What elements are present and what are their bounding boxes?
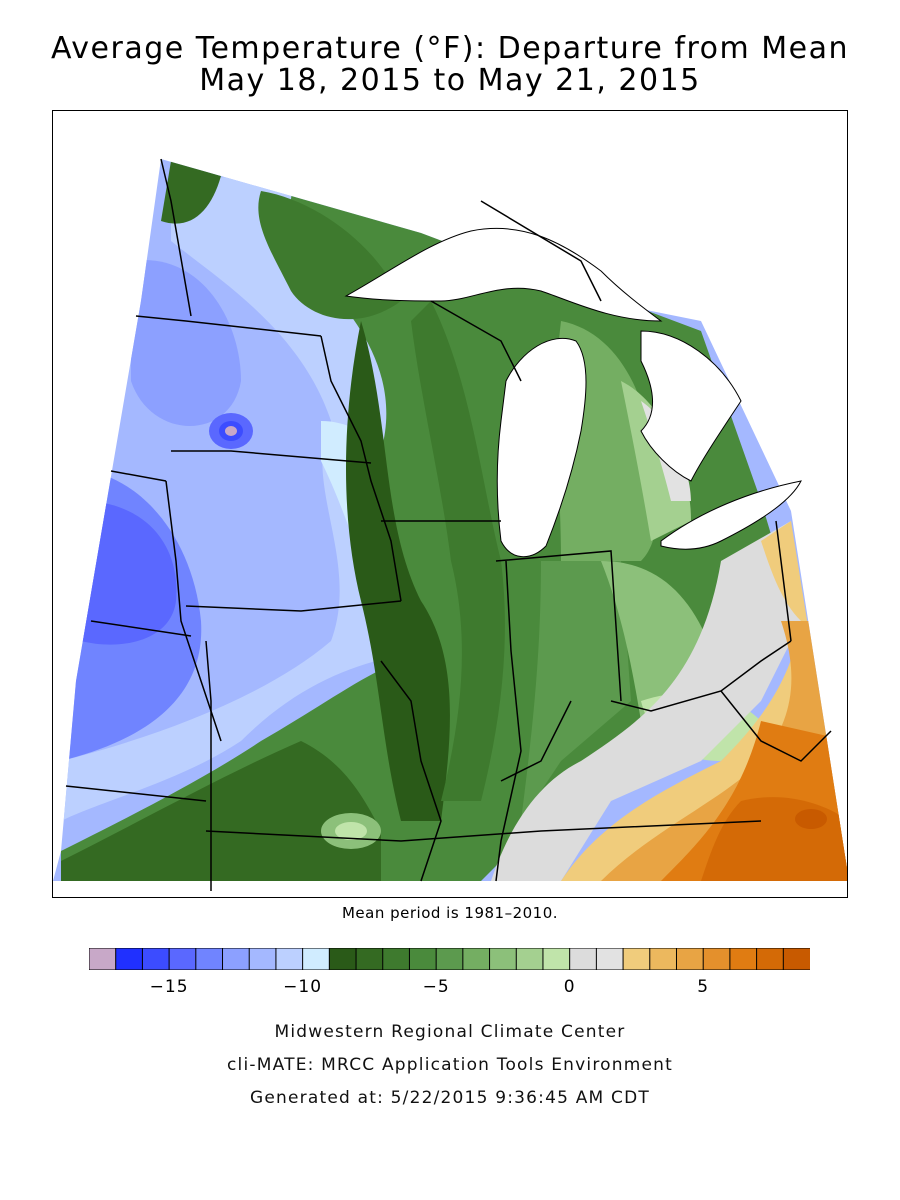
legend-swatch [675, 948, 705, 970]
map-date-range: May 18, 2015 to May 21, 2015 [199, 63, 701, 98]
legend-swatch [275, 948, 304, 970]
mean-period-note: Mean period is 1981–2010. [341, 904, 559, 922]
legend-tick-label: −5 [422, 977, 450, 997]
footer-organization: Midwestern Regional Climate Center [274, 1022, 626, 1042]
lake-huron [640, 330, 742, 482]
color-legend-bar [89, 948, 810, 970]
map-title: Average Temperature (°F): Departure from… [51, 31, 849, 66]
legend-swatch [168, 948, 197, 970]
footer-application: cli-MATE: MRCC Application Tools Environ… [227, 1055, 673, 1075]
legend-swatch [382, 948, 411, 970]
legend-swatch [435, 948, 464, 970]
lake-superior [344, 227, 663, 322]
legend-swatch [649, 948, 678, 970]
legend-swatch [622, 948, 651, 970]
legend-swatch [408, 948, 438, 970]
legend-swatch [222, 948, 251, 970]
legend-swatch [489, 948, 518, 970]
legend-swatch [89, 948, 117, 970]
legend-swatch [702, 948, 731, 970]
legend-swatch [542, 948, 571, 970]
legend-swatch [515, 948, 544, 970]
legend-swatch [729, 948, 758, 970]
lake-erie [660, 480, 802, 550]
legend-swatch [595, 948, 625, 970]
temperature-departure-map [53, 158, 847, 891]
legend-swatch [462, 948, 491, 970]
legend-tick-label: −10 [283, 977, 323, 997]
legend-swatch [569, 948, 598, 970]
legend-swatch [782, 948, 810, 970]
map-panel [52, 110, 848, 898]
legend-tick-label: 5 [697, 977, 710, 997]
legend-swatch [248, 948, 277, 970]
legend-swatch [115, 948, 144, 970]
legend-swatch [328, 948, 358, 970]
great-lakes [344, 227, 802, 558]
state-borders [65, 158, 832, 891]
legend-tick-label: 0 [563, 977, 576, 997]
legend-swatch [302, 948, 331, 970]
footer-generated-time: Generated at: 5/22/2015 9:36:45 AM CDT [250, 1088, 650, 1108]
legend-swatch [141, 948, 171, 970]
legend-tick-label: −15 [149, 977, 189, 997]
legend-swatch [756, 948, 785, 970]
lake-michigan [496, 337, 587, 558]
legend-swatch [195, 948, 224, 970]
legend-swatch [355, 948, 384, 970]
